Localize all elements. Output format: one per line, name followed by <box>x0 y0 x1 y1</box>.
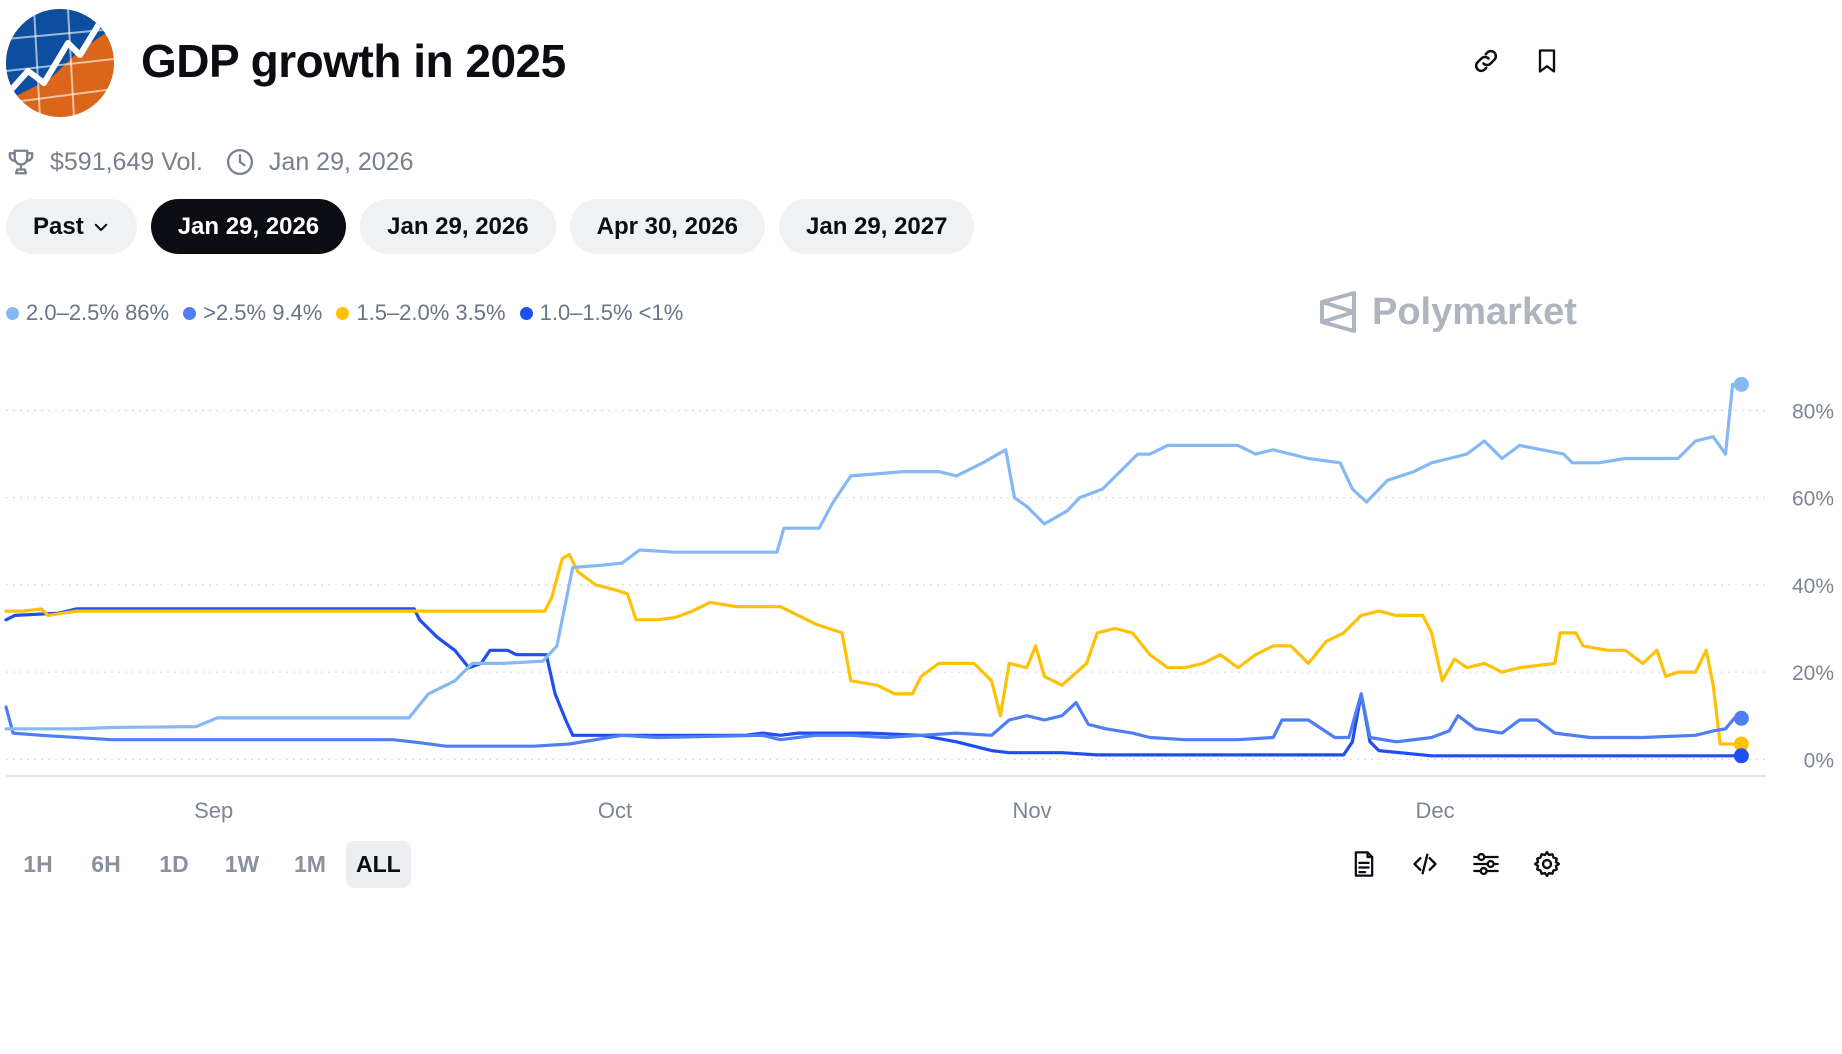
polymarket-watermark: Polymarket <box>1318 290 1577 334</box>
range-6h[interactable]: 6H <box>91 851 121 877</box>
page-title: GDP growth in 2025 <box>141 35 566 87</box>
embed-code-icon[interactable] <box>1407 846 1443 882</box>
range-1w[interactable]: 1W <box>224 851 260 877</box>
range-1h[interactable]: 1H <box>23 851 53 877</box>
legend-item: >2.5% 9.4% <box>183 300 322 326</box>
range-1d[interactable]: 1D <box>159 851 189 877</box>
date-selector: Past Jan 29, 2026 Jan 29, 2026 Apr 30, 2… <box>6 199 975 254</box>
series-end-point <box>1733 376 1749 392</box>
series-end-point <box>1733 710 1749 726</box>
chart-legend: 2.0–2.5% 86% >2.5% 9.4% 1.5–2.0% 3.5% 1.… <box>6 300 697 326</box>
market-meta: $591,649 Vol. Jan 29, 2026 <box>6 143 414 181</box>
legend-dot <box>6 306 19 320</box>
market-logo <box>6 9 114 117</box>
date-pill-jan-29-2027[interactable]: Jan 29, 2027 <box>779 199 975 254</box>
series-end-point <box>1733 748 1749 764</box>
clock-icon <box>225 147 255 177</box>
legend-dot <box>519 306 533 320</box>
bookmark-icon[interactable] <box>1530 44 1564 78</box>
series-line <box>4 382 1743 731</box>
date-pill-apr-30-2026[interactable]: Apr 30, 2026 <box>569 199 766 254</box>
x-tick-label: Sep <box>194 798 233 823</box>
trophy-icon <box>6 146 36 178</box>
date-pill-jan-29-2026-active[interactable]: Jan 29, 2026 <box>150 199 347 254</box>
y-tick-label: 60% <box>1792 488 1834 511</box>
legend-item: 1.0–1.5% <1% <box>519 300 683 326</box>
series-line <box>4 607 1743 758</box>
legend-item: 1.5–2.0% 3.5% <box>336 300 506 326</box>
x-tick-label: Dec <box>1416 798 1455 823</box>
x-tick-label: Oct <box>598 798 632 823</box>
past-dropdown[interactable]: Past <box>6 199 137 254</box>
polymarket-logo-icon <box>1320 291 1356 333</box>
legend-item: 2.0–2.5% 86% <box>6 300 169 326</box>
series-line <box>4 552 1743 746</box>
date-pill-jan-29-2026[interactable]: Jan 29, 2026 <box>360 199 556 254</box>
y-tick-label: 40% <box>1792 575 1834 598</box>
series-end-point <box>1733 736 1749 752</box>
y-tick-label: 20% <box>1792 662 1834 685</box>
y-tick-label: 80% <box>1792 401 1834 424</box>
time-range-selector: 1H 6H 1D 1W 1M ALL <box>6 841 415 888</box>
legend-dot <box>336 306 350 320</box>
end-date-text: Jan 29, 2026 <box>268 147 414 176</box>
probability-chart[interactable]: 0% 20% 40% 60% 80% Sep Oct Nov Dec <box>0 340 1842 830</box>
document-icon[interactable] <box>1346 846 1382 882</box>
series-line <box>4 692 1743 748</box>
range-1m[interactable]: 1M <box>294 851 326 877</box>
sliders-icon[interactable] <box>1468 846 1504 882</box>
settings-gear-icon[interactable] <box>1529 846 1565 882</box>
y-tick-label: 0% <box>1804 749 1834 772</box>
range-all[interactable]: ALL <box>346 841 411 888</box>
chevron-down-icon <box>92 218 110 236</box>
link-icon[interactable] <box>1469 44 1503 78</box>
legend-dot <box>183 306 197 320</box>
x-tick-label: Nov <box>1013 798 1052 823</box>
volume-text: $591,649 Vol. <box>50 147 203 176</box>
